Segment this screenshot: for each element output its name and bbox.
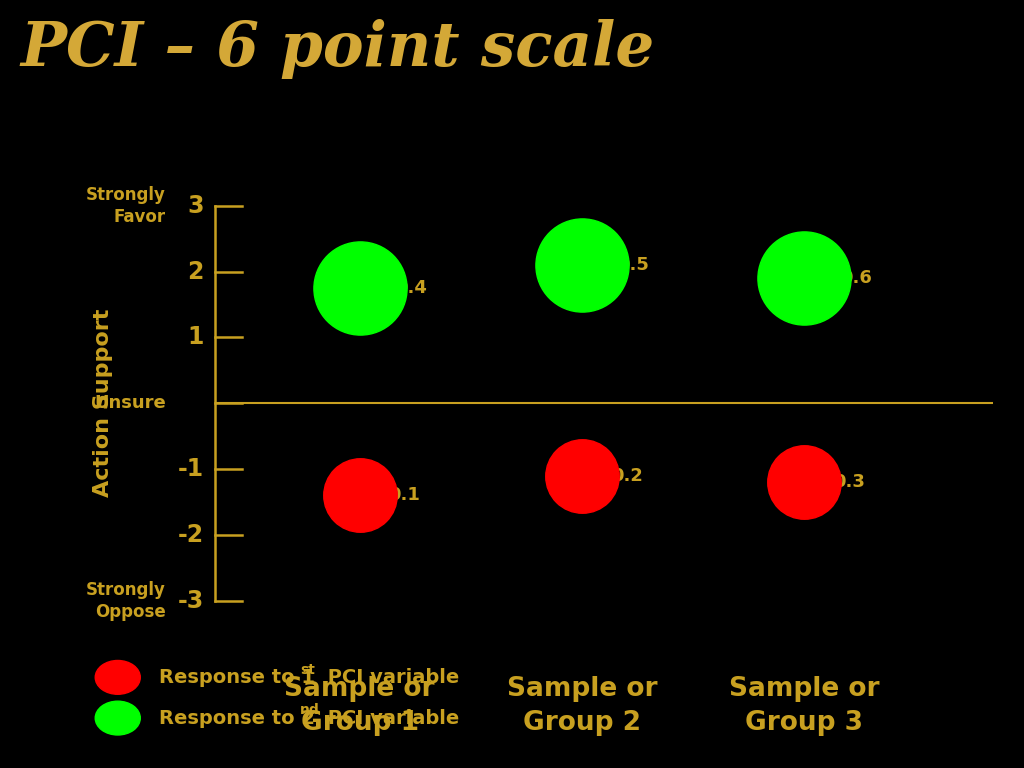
Text: Action Support: Action Support bbox=[93, 309, 113, 498]
Text: 3: 3 bbox=[187, 194, 204, 217]
Point bbox=[351, 489, 368, 502]
Text: -2: -2 bbox=[178, 523, 204, 547]
Point bbox=[573, 259, 590, 271]
Point bbox=[796, 272, 812, 284]
Text: 0.3: 0.3 bbox=[834, 473, 865, 492]
Point bbox=[796, 476, 812, 488]
Text: 0.6: 0.6 bbox=[840, 269, 871, 287]
Text: 0.1: 0.1 bbox=[388, 486, 420, 505]
Text: 2: 2 bbox=[187, 260, 204, 283]
Text: 1: 1 bbox=[187, 326, 204, 349]
Text: PCI – 6 point scale: PCI – 6 point scale bbox=[20, 19, 654, 79]
Text: nd: nd bbox=[300, 703, 319, 717]
Text: Unsure: Unsure bbox=[94, 394, 166, 412]
Text: 0.2: 0.2 bbox=[611, 467, 643, 485]
Text: Sample or
Group 1: Sample or Group 1 bbox=[285, 677, 435, 737]
Text: Strongly
Oppose: Strongly Oppose bbox=[86, 581, 166, 621]
Text: st: st bbox=[300, 663, 315, 677]
Text: Response to 1: Response to 1 bbox=[159, 668, 314, 687]
Text: Sample or
Group 2: Sample or Group 2 bbox=[507, 677, 657, 737]
Text: 0.4: 0.4 bbox=[395, 279, 427, 297]
Text: 0.5: 0.5 bbox=[617, 256, 649, 274]
Text: Sample or
Group 3: Sample or Group 3 bbox=[729, 677, 880, 737]
Point bbox=[351, 282, 368, 294]
Text: PCI variable: PCI variable bbox=[321, 709, 459, 727]
Point bbox=[573, 469, 590, 482]
Text: Response to 2: Response to 2 bbox=[159, 709, 314, 727]
Text: -1: -1 bbox=[178, 457, 204, 481]
Text: PCI variable: PCI variable bbox=[321, 668, 459, 687]
Text: -3: -3 bbox=[178, 589, 204, 613]
Text: Strongly
Favor: Strongly Favor bbox=[86, 186, 166, 226]
